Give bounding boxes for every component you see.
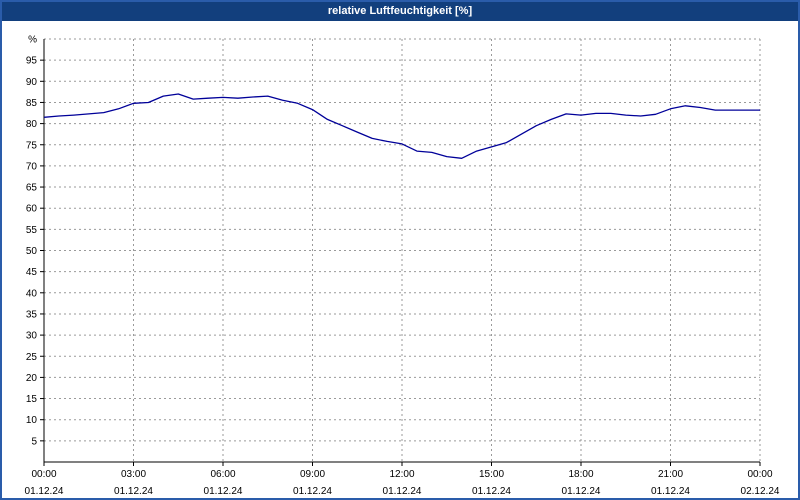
y-tick-label: 80 [26,119,38,130]
x-tick-date: 01.12.24 [472,486,511,497]
y-tick-label: 5 [31,436,37,447]
x-tick-date: 01.12.24 [562,486,601,497]
y-axis-unit: % [28,35,37,46]
x-tick-time: 21:00 [658,469,683,480]
x-tick-time: 00:00 [31,469,56,480]
x-tick-date: 01.12.24 [651,486,690,497]
x-tick-date: 01.12.24 [383,486,422,497]
y-tick-label: 40 [26,288,38,299]
y-tick-label: 60 [26,204,38,215]
y-tick-label: 55 [26,225,38,236]
y-tick-label: 30 [26,331,38,342]
x-tick-time: 00:00 [747,469,772,480]
y-tick-label: 45 [26,267,38,278]
x-tick-time: 12:00 [389,469,414,480]
y-tick-label: 75 [26,140,38,151]
y-tick-label: 20 [26,373,38,384]
x-tick-date: 01.12.24 [293,486,332,497]
y-tick-label: 50 [26,246,38,257]
y-tick-label: 85 [26,98,38,109]
title-bar: relative Luftfeuchtigkeit [%] [2,2,798,21]
y-tick-label: 70 [26,161,38,172]
chart-title: relative Luftfeuchtigkeit [%] [327,5,473,17]
y-tick-label: 35 [26,309,38,320]
y-tick-label: 25 [26,352,38,363]
x-tick-time: 09:00 [300,469,325,480]
x-tick-time: 03:00 [121,469,146,480]
humidity-line-chart: 5 10 15 20 25 30 35 40 45 50 55 60 65 70 75 80 85 90 95% 00… [25,35,780,498]
x-tick-time: 18:00 [568,469,593,480]
x-tick-date: 01.12.24 [25,486,64,497]
humidity-series-line [43,93,760,159]
x-tick-date: 02.12.24 [741,486,780,497]
y-tick-label: 65 [26,183,38,194]
x-tick-date: 01.12.24 [114,486,153,497]
y-tick-label: 10 [26,415,38,426]
y-tick-label: 95 [26,56,38,67]
x-tick-time: 15:00 [479,469,504,480]
y-tick-label: 90 [26,77,38,88]
plot-area: 5 10 15 20 25 30 35 40 45 50 55 60 65 70 75 80 85 90 95% 00… [2,21,798,498]
y-tick-label: 15 [26,394,38,405]
x-tick-date: 01.12.24 [204,486,243,497]
x-tick-time: 06:00 [210,469,235,480]
